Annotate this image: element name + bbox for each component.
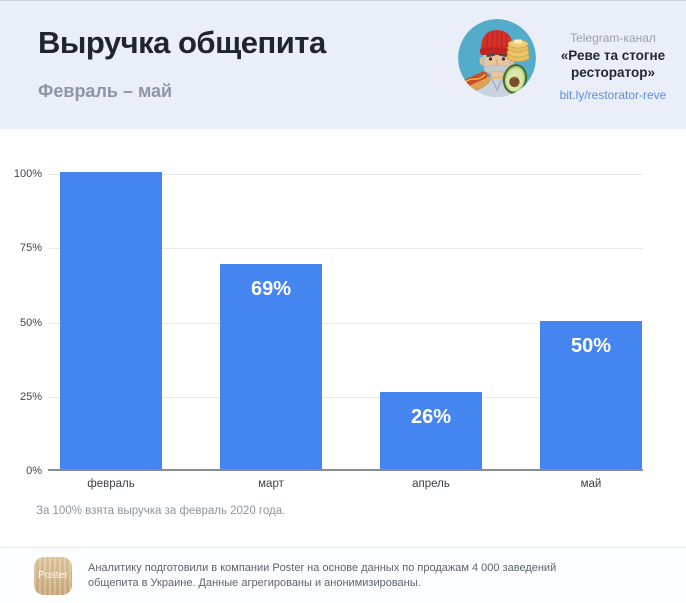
page-subtitle: Февраль – май xyxy=(38,81,173,101)
header: Выручка общепита Февраль – май xyxy=(0,1,686,129)
gridline xyxy=(48,174,643,175)
bar-value-label: 69% xyxy=(250,278,292,301)
bar-февраль[interactable] xyxy=(60,172,162,469)
channel-label: Telegram-канал xyxy=(570,31,656,45)
chart-section: 0% 25% 50% 75% 100% 69% 26% 50% февраль март апр… xyxy=(0,129,686,547)
y-tick-label: 75% xyxy=(19,242,42,255)
y-tick-label: 100% xyxy=(13,168,42,180)
page-title: Выручка общепита xyxy=(38,25,326,60)
channel-text: Telegram-канал «Реве та стогне ресторато… xyxy=(549,31,677,104)
chart-footnote: За 100% взята выручка за февраль 2020 го… xyxy=(36,505,286,517)
bar-март[interactable]: 69% xyxy=(220,264,322,469)
footer-text: Аналитику подготовили в компании Poster … xyxy=(88,561,557,589)
x-axis-label: апрель xyxy=(412,478,450,490)
y-tick-label: 25% xyxy=(19,390,42,403)
avocado xyxy=(502,64,528,94)
x-axis-label: март xyxy=(258,478,284,490)
telegram-channel-block: Telegram-канал «Реве та стогне ресторато… xyxy=(458,19,677,104)
footer: Poster Аналитику подготовили в компании … xyxy=(0,547,686,603)
pancakes xyxy=(506,39,530,62)
gridline xyxy=(48,396,643,398)
bar-май[interactable]: 50% xyxy=(540,320,642,469)
y-tick-label: 50% xyxy=(19,316,42,329)
gridline xyxy=(48,248,643,250)
gridline xyxy=(48,322,643,324)
y-tick-label: 0% xyxy=(26,465,42,477)
bar-value-label: 26% xyxy=(410,405,452,428)
channel-avatar xyxy=(458,19,536,97)
poster-logo-text: Poster xyxy=(37,570,69,581)
bar-value-label: 50% xyxy=(570,334,612,357)
channel-name: «Реве та стогне ресторатор» xyxy=(560,48,666,80)
bar-plot: 69% 26% 50% xyxy=(48,172,643,471)
bar-апрель[interactable]: 26% xyxy=(380,391,482,469)
channel-link[interactable]: bit.ly/restorator-reve xyxy=(559,88,667,102)
x-axis-label: февраль xyxy=(87,478,135,490)
x-axis-label: май xyxy=(580,478,602,490)
poster-logo: Poster xyxy=(34,556,72,595)
